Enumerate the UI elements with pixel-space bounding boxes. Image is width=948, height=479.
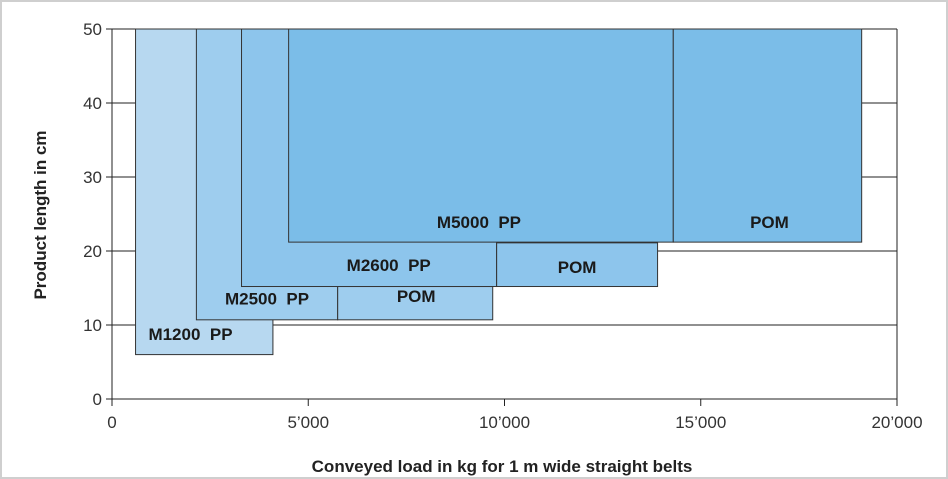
region-label: M2500 PP xyxy=(225,289,309,308)
y-tick-label: 40 xyxy=(83,94,102,113)
x-tick-label: 0 xyxy=(107,413,116,432)
x-axis-label: Conveyed load in kg for 1 m wide straigh… xyxy=(312,457,693,476)
axes: 0 10 20 30 40 50 0 5’000 10’000 15’000 20’000 xyxy=(83,20,922,432)
y-tick-label: 10 xyxy=(83,316,102,335)
region-label: POM xyxy=(750,213,789,232)
region-label: POM xyxy=(397,287,436,306)
x-tick-label: 20’000 xyxy=(871,413,922,432)
y-tick-label: 30 xyxy=(83,168,102,187)
region-6 xyxy=(672,28,863,243)
region-label: M5000 PP xyxy=(437,213,521,232)
chart-regions xyxy=(135,28,863,356)
y-tick-label: 50 xyxy=(83,20,102,39)
y-tick-label: 20 xyxy=(83,242,102,261)
region-label: M1200 PP xyxy=(148,325,232,344)
region-4 xyxy=(496,242,659,288)
region-labels: M1200 PP M2500 PP POM M2600 PP POM M5000 PP PO… xyxy=(148,213,788,344)
region-label: M2600 PP xyxy=(347,256,431,275)
region-5 xyxy=(288,28,674,243)
x-tick-label: 10’000 xyxy=(479,413,530,432)
y-tick-label: 0 xyxy=(93,390,102,409)
y-axis-label: Product length in cm xyxy=(31,130,50,299)
x-tick-label: 5’000 xyxy=(287,413,329,432)
x-tick-label: 15’000 xyxy=(675,413,726,432)
region-label: POM xyxy=(558,258,597,277)
